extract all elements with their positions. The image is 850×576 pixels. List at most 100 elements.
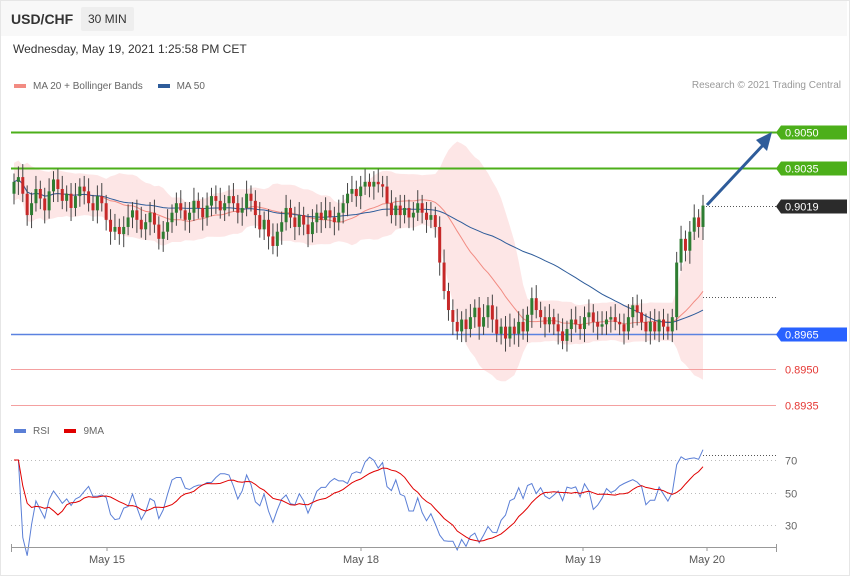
candle: [188, 212, 192, 220]
candle: [499, 326, 503, 334]
candle: [486, 305, 490, 318]
candle: [350, 188, 354, 194]
price-legend: MA 20 + Bollinger Bands MA 50: [14, 80, 217, 92]
candle: [609, 317, 613, 320]
candle: [100, 196, 104, 204]
candle: [16, 177, 20, 182]
candle: [376, 181, 380, 185]
candle: [69, 193, 73, 208]
candle: [341, 203, 345, 213]
candle: [183, 210, 187, 220]
candle: [464, 319, 468, 330]
level-tag: [776, 161, 847, 176]
candle: [534, 298, 538, 311]
candle: [596, 321, 600, 327]
candle: [482, 317, 486, 327]
x-tick-label: May 15: [89, 554, 125, 566]
level-label: 0.9035: [785, 164, 819, 176]
legend-9ma: 9MA: [64, 426, 104, 437]
candle: [25, 193, 29, 216]
candle: [442, 262, 446, 292]
candle: [297, 215, 301, 227]
candle: [679, 238, 683, 263]
candle: [328, 210, 332, 218]
candle: [490, 305, 494, 320]
candle: [179, 203, 183, 211]
ma50-swatch: [157, 84, 170, 88]
candle: [302, 215, 306, 225]
legend-ma20-label: MA 20 + Bollinger Bands: [33, 80, 143, 92]
candle: [622, 324, 626, 332]
candle: [245, 193, 249, 208]
candle: [65, 193, 69, 201]
candle: [468, 317, 472, 330]
candle: [201, 207, 205, 218]
timeframe-button[interactable]: 30 MIN: [81, 7, 134, 31]
candle: [161, 231, 165, 239]
candle: [306, 224, 310, 235]
candle: [34, 188, 38, 204]
rsi-line: [14, 449, 704, 556]
candle: [504, 326, 508, 339]
candle: [258, 215, 262, 230]
candle: [38, 188, 42, 199]
candle: [640, 312, 644, 322]
candle: [43, 198, 47, 211]
candle: [626, 317, 630, 332]
candle: [214, 196, 218, 201]
candle: [451, 310, 455, 322]
candle: [473, 307, 477, 318]
candle: [359, 186, 363, 197]
candle: [288, 207, 292, 218]
candle: [583, 317, 587, 330]
candle: [174, 203, 178, 213]
candle: [675, 262, 679, 318]
candle: [385, 186, 389, 204]
candle: [82, 186, 86, 192]
candle: [152, 212, 156, 225]
candle: [310, 222, 314, 235]
candle: [670, 317, 674, 332]
candle: [543, 317, 547, 325]
candle: [12, 181, 16, 194]
candle: [293, 217, 297, 227]
candle: [701, 205, 705, 227]
candle: [218, 200, 222, 211]
candle: [267, 219, 271, 237]
candle: [236, 203, 240, 213]
bollinger-band: [14, 141, 703, 382]
candle: [209, 196, 213, 206]
candle: [539, 310, 543, 318]
level-tag: [776, 327, 847, 342]
forecast-arrow: [705, 142, 766, 207]
candle: [403, 207, 407, 216]
rsi-tick-label: 70: [785, 456, 797, 468]
candle: [653, 321, 657, 332]
candle: [398, 205, 402, 216]
candle: [78, 186, 82, 197]
candle: [438, 226, 442, 263]
candle: [332, 217, 336, 223]
candle: [363, 181, 367, 187]
candle: [30, 203, 34, 216]
candle: [113, 226, 117, 232]
candle: [604, 319, 608, 325]
candle: [433, 215, 437, 227]
candle: [227, 196, 231, 204]
candle: [446, 291, 450, 311]
candle: [144, 222, 148, 230]
candle: [569, 319, 573, 330]
candle: [196, 200, 200, 208]
candle: [547, 317, 551, 325]
candle: [460, 319, 464, 332]
candle: [407, 207, 411, 218]
candle: [324, 210, 328, 220]
candle: [631, 305, 635, 318]
candle: [192, 200, 196, 213]
symbol-label: USD/CHF: [11, 11, 74, 27]
candle: [166, 222, 170, 232]
x-tick-label: May 18: [343, 554, 379, 566]
candle: [591, 312, 595, 322]
copyright: Research © 2021 Trading Central: [691, 80, 841, 91]
candle: [271, 236, 275, 246]
